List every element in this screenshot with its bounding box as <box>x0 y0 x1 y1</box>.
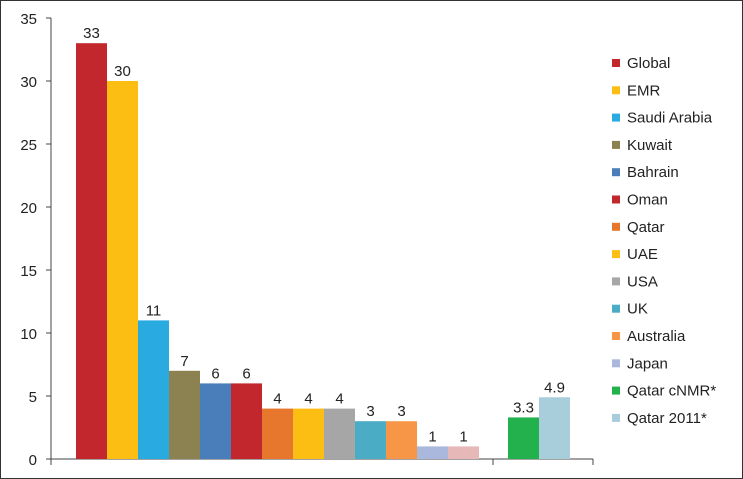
bar-kuwait <box>169 370 200 459</box>
bar-qatar-2011 <box>448 446 479 459</box>
y-tick-label: 30 <box>20 74 37 91</box>
legend-label-australia: Australia <box>627 328 686 345</box>
legend-label-kuwait: Kuwait <box>627 137 673 154</box>
bar-australia <box>386 421 417 459</box>
bars <box>76 43 570 459</box>
legend-swatch-uae <box>612 250 620 259</box>
legend-swatch-qatar-cnmr <box>612 386 620 395</box>
legend-label-uae: UAE <box>627 246 658 263</box>
legend-swatch-kuwait <box>612 140 620 149</box>
y-tick-label: 25 <box>20 137 37 154</box>
legend-swatch-japan <box>612 359 620 368</box>
data-label-emr: 30 <box>114 63 131 80</box>
data-label-bahrain: 6 <box>211 365 219 382</box>
legend-swatch-qatar-2011 <box>612 413 620 422</box>
bar-usa <box>324 408 355 459</box>
legend-label-bahrain: Bahrain <box>627 164 679 181</box>
bar-bahrain <box>200 383 231 459</box>
data-label-qatar-2011: 1 <box>459 428 467 445</box>
data-label-uae: 4 <box>304 391 312 408</box>
legend-swatch-global <box>612 59 620 67</box>
legend-label-oman: Oman <box>627 192 668 209</box>
legend-label-qatar-2011: Qatar 2011* <box>627 410 707 427</box>
y-tick-label: 15 <box>20 263 37 280</box>
data-label-oman: 6 <box>242 365 250 382</box>
bar-qatar-2011 <box>539 397 570 459</box>
bar-emr <box>107 81 138 459</box>
legend-label-uk: UK <box>627 301 648 318</box>
legend-swatch-usa <box>612 277 620 286</box>
legend-swatch-uk <box>612 304 620 313</box>
data-label-kuwait: 7 <box>180 353 188 370</box>
data-label-australia: 3 <box>397 403 405 420</box>
bar-global <box>76 43 107 459</box>
bar-japan <box>417 446 448 459</box>
bar-uk <box>355 421 386 459</box>
data-label-uk: 3 <box>366 403 374 420</box>
data-label-qatar-cnmr: 3.3 <box>513 399 534 416</box>
data-label-japan: 1 <box>428 428 436 445</box>
legend-swatch-qatar <box>612 222 620 231</box>
legend-label-global: Global <box>627 55 670 72</box>
legend-swatch-oman <box>612 195 620 204</box>
legend-label-emr: EMR <box>627 82 661 99</box>
y-tick-label: 0 <box>29 452 37 469</box>
y-tick-label: 5 <box>29 389 37 406</box>
data-label-qatar: 4 <box>273 391 281 408</box>
data-label-usa: 4 <box>335 391 343 408</box>
legend-swatch-saudi-arabia <box>612 113 620 122</box>
legend-label-usa: USA <box>627 273 658 290</box>
legend-swatch-emr <box>612 86 620 95</box>
data-label-qatar-2011: 4.9 <box>544 379 565 396</box>
data-label-global: 33 <box>83 25 100 42</box>
bar-qatar-cnmr <box>508 417 539 459</box>
bar-qatar <box>262 408 293 459</box>
legend-label-japan: Japan <box>627 355 668 372</box>
legend: Global EMR Saudi Arabia Kuwait Bahrain Oman Qa… <box>612 55 716 427</box>
legend-label-saudi-arabia: Saudi Arabia <box>627 110 713 127</box>
bar-oman <box>231 383 262 459</box>
y-tick-label: 35 <box>20 11 37 28</box>
legend-label-qatar: Qatar <box>627 219 665 236</box>
y-tick-label: 20 <box>20 200 37 217</box>
bar-saudi-arabia <box>138 320 169 459</box>
data-label-saudi-arabia: 11 <box>146 302 162 319</box>
legend-label-qatar-cnmr: Qatar cNMR* <box>627 383 716 400</box>
legend-swatch-australia <box>612 332 620 340</box>
legend-swatch-bahrain <box>612 168 620 177</box>
bar-uae <box>293 408 324 459</box>
y-tick-label: 10 <box>20 326 37 343</box>
